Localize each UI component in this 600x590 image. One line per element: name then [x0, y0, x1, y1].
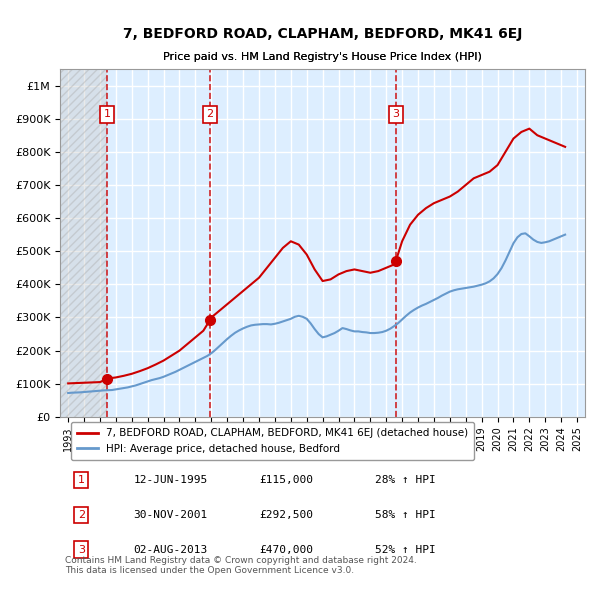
Bar: [60, 69, 107, 417]
Text: 2: 2: [77, 510, 85, 520]
Legend: 7, BEDFORD ROAD, CLAPHAM, BEDFORD, MK41 6EJ (detached house), HPI: Average price: 7, BEDFORD ROAD, CLAPHAM, BEDFORD, MK41 …: [71, 422, 475, 460]
Text: £470,000: £470,000: [260, 545, 314, 555]
Text: 28% ↑ HPI: 28% ↑ HPI: [375, 475, 436, 485]
Text: Contains HM Land Registry data © Crown copyright and database right 2024.
This d: Contains HM Land Registry data © Crown c…: [65, 556, 417, 575]
Text: 3: 3: [78, 545, 85, 555]
Text: 02-AUG-2013: 02-AUG-2013: [134, 545, 208, 555]
Text: Price paid vs. HM Land Registry's House Price Index (HPI): Price paid vs. HM Land Registry's House …: [163, 52, 482, 62]
Text: £292,500: £292,500: [260, 510, 314, 520]
Text: Price paid vs. HM Land Registry's House Price Index (HPI): Price paid vs. HM Land Registry's House …: [163, 52, 482, 62]
Text: 30-NOV-2001: 30-NOV-2001: [134, 510, 208, 520]
Text: 58% ↑ HPI: 58% ↑ HPI: [375, 510, 436, 520]
Text: 12-JUN-1995: 12-JUN-1995: [134, 475, 208, 485]
Text: 3: 3: [392, 109, 399, 119]
Text: 1: 1: [78, 475, 85, 485]
Text: 2: 2: [206, 109, 214, 119]
Text: 7, BEDFORD ROAD, CLAPHAM, BEDFORD, MK41 6EJ: 7, BEDFORD ROAD, CLAPHAM, BEDFORD, MK41 …: [123, 27, 522, 41]
Text: £115,000: £115,000: [260, 475, 314, 485]
Text: 1: 1: [104, 109, 111, 119]
Text: 52% ↑ HPI: 52% ↑ HPI: [375, 545, 436, 555]
